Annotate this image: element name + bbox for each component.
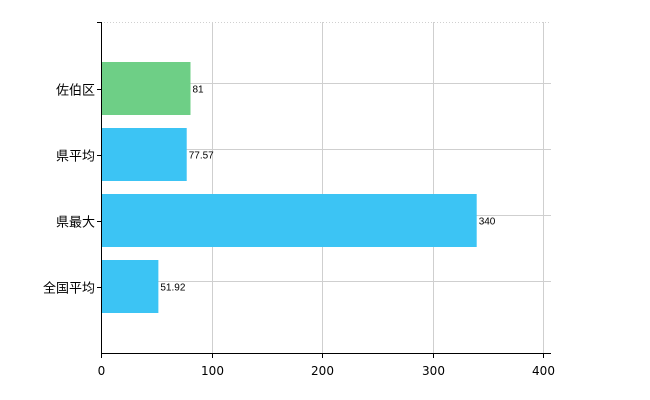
category-label-3: 全国平均 (43, 281, 95, 297)
x-tick-label-3: 300 (422, 364, 445, 378)
bar-3 (101, 260, 159, 313)
category-label-2: 県最大 (56, 216, 95, 231)
x-tick-label-4: 400 (532, 364, 555, 378)
bar-2 (101, 194, 477, 247)
x-tick-label-0: 0 (98, 364, 106, 378)
data-label-2: 340 (479, 217, 496, 228)
bar-1 (101, 128, 187, 181)
x-tick-label-1: 100 (201, 364, 224, 378)
category-label-1: 県平均 (56, 150, 95, 165)
data-label-1: 77.57 (189, 151, 214, 162)
x-tick-label-2: 200 (311, 364, 334, 378)
bar-0 (101, 62, 191, 115)
data-label-0: 81 (193, 85, 205, 96)
category-label-0: 佐伯区 (56, 84, 95, 99)
data-label-3: 51.92 (160, 283, 185, 294)
